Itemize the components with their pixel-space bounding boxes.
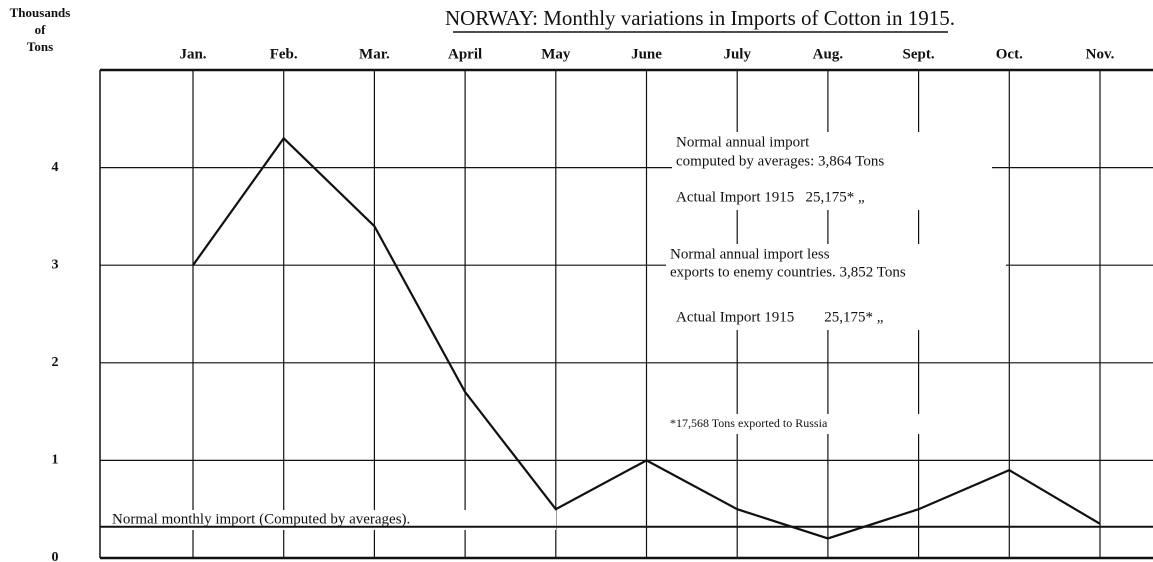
annotation: Actual Import 1915 25,175* „ <box>676 189 865 205</box>
x-tick-label: Aug. <box>813 46 844 62</box>
x-tick-label: Mar. <box>359 46 390 62</box>
x-tick-label: July <box>723 46 751 62</box>
y-tick-label: 4 <box>52 160 59 175</box>
annotation: exports to enemy countries. 3,852 Tons <box>670 264 906 280</box>
annotation-background <box>672 132 992 210</box>
y-tick-label: 1 <box>52 453 59 468</box>
annotation-background <box>108 510 556 530</box>
reference-label: Normal monthly import (Computed by avera… <box>112 511 410 527</box>
y-tick-label: 0 <box>52 550 59 562</box>
x-tick-label: June <box>631 46 662 62</box>
y-axis-label: Tons <box>27 39 53 54</box>
annotation: *17,568 Tons exported to Russia <box>670 416 828 430</box>
chart-title: NORWAY: Monthly variations in Imports of… <box>445 6 955 30</box>
x-tick-label: Jan. <box>179 46 206 62</box>
grid <box>99 68 1153 560</box>
annotation: Actual Import 1915 25,175* „ <box>676 309 883 325</box>
annotation: computed by averages: 3,864 Tons <box>676 153 884 169</box>
annotation: Normal annual import less <box>670 246 830 262</box>
x-tick-label: Sept. <box>903 46 935 62</box>
x-tick-label: Feb. <box>270 46 298 62</box>
y-tick-label: 3 <box>52 257 59 272</box>
data-line <box>192 136 1101 540</box>
annotation: Normal annual import <box>676 134 810 150</box>
x-tick-label: May <box>541 46 571 62</box>
annotation-background <box>664 414 944 434</box>
y-axis-label: of <box>35 22 47 37</box>
y-axis-label: Thousands <box>10 5 71 20</box>
x-tick-label: Oct. <box>996 46 1023 62</box>
annotation-backgrounds <box>108 132 1006 530</box>
x-tick-label: April <box>448 46 482 62</box>
y-tick-label: 2 <box>52 355 59 370</box>
x-tick-label: Nov. <box>1086 46 1115 62</box>
annotation-background <box>666 244 1006 330</box>
